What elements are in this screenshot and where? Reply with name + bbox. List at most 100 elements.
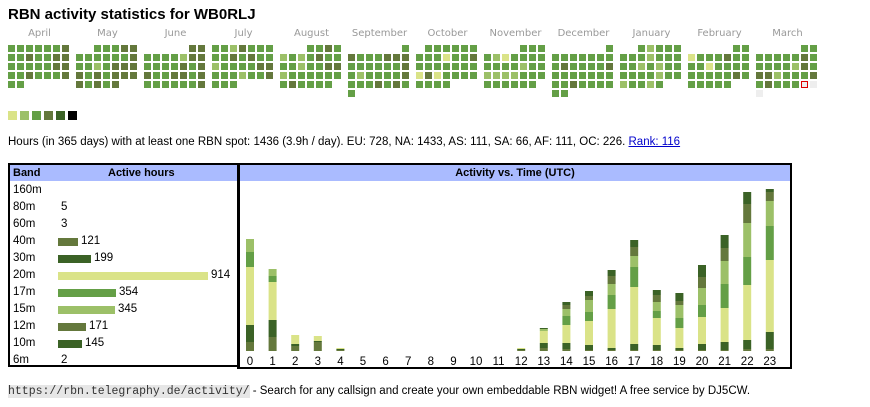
calendar-day[interactable]	[26, 72, 33, 79]
calendar-day[interactable]	[715, 81, 722, 88]
calendar-day[interactable]	[742, 54, 749, 61]
calendar-day[interactable]	[348, 81, 355, 88]
calendar-day[interactable]	[103, 63, 110, 70]
calendar-day[interactable]	[239, 72, 246, 79]
calendar-day[interactable]	[85, 72, 92, 79]
calendar-day[interactable]	[425, 81, 432, 88]
calendar-day[interactable]	[366, 54, 373, 61]
rank-link[interactable]: Rank: 116	[628, 136, 681, 148]
calendar-day[interactable]	[130, 54, 137, 61]
calendar-day[interactable]	[94, 54, 101, 61]
calendar-day[interactable]	[733, 72, 740, 79]
calendar-day[interactable]	[638, 72, 645, 79]
calendar-day[interactable]	[162, 81, 169, 88]
calendar-day[interactable]	[393, 63, 400, 70]
calendar-day[interactable]	[810, 54, 817, 61]
calendar-day[interactable]	[221, 63, 228, 70]
calendar-day[interactable]	[792, 72, 799, 79]
calendar-day[interactable]	[674, 63, 681, 70]
calendar-day[interactable]	[53, 45, 60, 52]
calendar-day[interactable]	[810, 81, 817, 88]
calendar-day[interactable]	[53, 72, 60, 79]
calendar-day[interactable]	[688, 54, 695, 61]
calendar-day[interactable]	[461, 63, 468, 70]
calendar-day[interactable]	[239, 54, 246, 61]
calendar-day[interactable]	[511, 81, 518, 88]
calendar-day[interactable]	[656, 45, 663, 52]
calendar-day[interactable]	[434, 72, 441, 79]
calendar-day[interactable]	[706, 72, 713, 79]
calendar-day[interactable]	[733, 54, 740, 61]
calendar-day[interactable]	[765, 81, 772, 88]
calendar-day[interactable]	[298, 72, 305, 79]
calendar-day[interactable]	[756, 72, 763, 79]
calendar-day[interactable]	[674, 72, 681, 79]
calendar-day[interactable]	[724, 81, 731, 88]
calendar-day[interactable]	[783, 63, 790, 70]
calendar-day[interactable]	[570, 81, 577, 88]
calendar-day[interactable]	[416, 54, 423, 61]
calendar-day[interactable]	[765, 54, 772, 61]
calendar-day[interactable]	[434, 63, 441, 70]
calendar-day[interactable]	[733, 63, 740, 70]
calendar-day[interactable]	[8, 81, 15, 88]
calendar-day[interactable]	[257, 54, 264, 61]
calendar-day[interactable]	[665, 63, 672, 70]
calendar-day[interactable]	[801, 72, 808, 79]
calendar-day[interactable]	[511, 72, 518, 79]
calendar-day[interactable]	[348, 90, 355, 97]
calendar-day[interactable]	[221, 45, 228, 52]
calendar-day[interactable]	[280, 81, 287, 88]
calendar-day[interactable]	[656, 72, 663, 79]
calendar-day[interactable]	[212, 54, 219, 61]
calendar-day[interactable]	[375, 63, 382, 70]
calendar-day[interactable]	[620, 63, 627, 70]
calendar-day[interactable]	[484, 63, 491, 70]
calendar-day[interactable]	[638, 63, 645, 70]
calendar-day[interactable]	[792, 54, 799, 61]
calendar-day[interactable]	[502, 72, 509, 79]
calendar-day[interactable]	[443, 45, 450, 52]
calendar-day[interactable]	[470, 72, 477, 79]
calendar-day[interactable]	[393, 72, 400, 79]
calendar-day[interactable]	[529, 81, 536, 88]
calendar-day[interactable]	[579, 81, 586, 88]
calendar-day[interactable]	[674, 54, 681, 61]
calendar-day[interactable]	[162, 63, 169, 70]
calendar-day[interactable]	[180, 72, 187, 79]
calendar-day[interactable]	[620, 54, 627, 61]
calendar-day[interactable]	[765, 63, 772, 70]
calendar-day[interactable]	[402, 45, 409, 52]
calendar-day[interactable]	[334, 72, 341, 79]
calendar-day[interactable]	[470, 45, 477, 52]
calendar-day[interactable]	[44, 72, 51, 79]
calendar-day[interactable]	[452, 72, 459, 79]
calendar-day[interactable]	[393, 54, 400, 61]
calendar-day[interactable]	[298, 81, 305, 88]
calendar-day[interactable]	[520, 63, 527, 70]
calendar-day[interactable]	[62, 63, 69, 70]
calendar-day[interactable]	[76, 63, 83, 70]
calendar-day[interactable]	[629, 72, 636, 79]
calendar-day[interactable]	[307, 81, 314, 88]
calendar-day[interactable]	[266, 72, 273, 79]
calendar-day[interactable]	[656, 54, 663, 61]
calendar-day[interactable]	[112, 81, 119, 88]
calendar-day[interactable]	[112, 54, 119, 61]
calendar-day[interactable]	[425, 72, 432, 79]
calendar-day[interactable]	[579, 54, 586, 61]
calendar-day[interactable]	[289, 54, 296, 61]
calendar-day[interactable]	[810, 63, 817, 70]
calendar-day[interactable]	[742, 72, 749, 79]
calendar-day[interactable]	[334, 54, 341, 61]
calendar-day[interactable]	[774, 81, 781, 88]
calendar-day[interactable]	[393, 81, 400, 88]
calendar-day[interactable]	[103, 54, 110, 61]
calendar-day[interactable]	[298, 54, 305, 61]
calendar-day[interactable]	[588, 63, 595, 70]
calendar-day[interactable]	[597, 72, 604, 79]
calendar-day[interactable]	[656, 81, 663, 88]
calendar-day[interactable]	[801, 63, 808, 70]
calendar-day[interactable]	[153, 54, 160, 61]
calendar-day[interactable]	[17, 72, 24, 79]
